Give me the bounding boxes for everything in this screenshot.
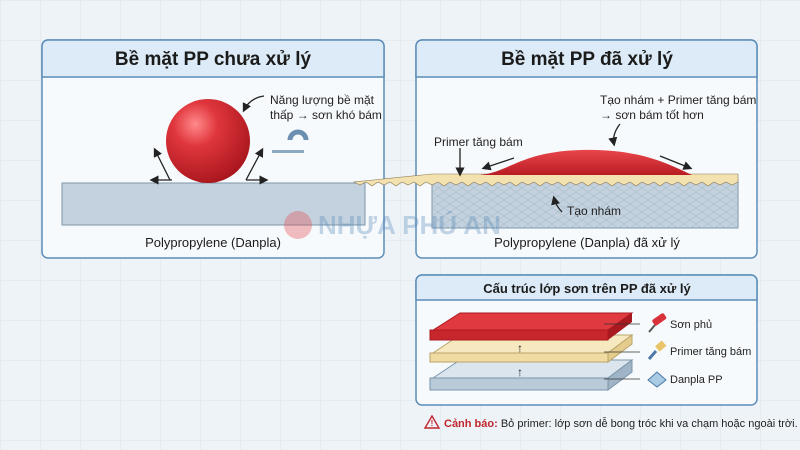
layer-label: Primer tăng bám — [670, 346, 751, 358]
layer-topcoat — [429, 312, 634, 341]
caption: Polypropylene (Danpla) — [145, 235, 281, 250]
svg-text:!: ! — [431, 419, 434, 428]
panel-title: Cấu trúc lớp sơn trên PP đã xử lý — [483, 281, 691, 296]
leader-lines — [604, 323, 640, 380]
caption: Polypropylene (Danpla) đã xử lý — [494, 235, 680, 250]
note-text: Tạo nhám + Primer tăng bám — [600, 93, 756, 107]
note-text: Năng lượng bề mặt — [270, 93, 375, 107]
paint-brush-icon — [647, 340, 667, 360]
panel-title: Bề mặt PP chưa xử lý — [115, 49, 312, 70]
panel-title: Bề mặt PP đã xử lý — [501, 49, 673, 70]
watermark-logo: NHỰA PHÚ AN — [284, 210, 501, 240]
note-text: thấp → sơn khó bám — [270, 108, 382, 122]
up-arrow-icon: ↑ — [517, 341, 523, 355]
primer-layer — [352, 173, 739, 187]
roughen-label: Tạo nhám — [567, 204, 621, 218]
spread-arrows — [455, 123, 693, 213]
panel-treated: Bề mặt PP đã xử lý Primer tăng bám Tạo n… — [352, 39, 758, 259]
paint-droplet — [166, 99, 250, 183]
substrate — [61, 182, 366, 226]
magnet-icon — [272, 129, 309, 153]
note-text: → sơn bám tốt hơn — [600, 108, 704, 122]
sheet-icon — [647, 371, 667, 388]
layer-label: Sơn phủ — [670, 319, 712, 331]
up-arrow-icon: ↑ — [517, 365, 523, 379]
primer-label: Primer tăng bám — [434, 135, 523, 149]
repel-arrows — [149, 95, 269, 185]
warning-note: ! Cảnh báo: Bỏ primer: lớp sơn dễ bong t… — [423, 414, 798, 430]
layer-label: Danpla PP — [670, 374, 723, 386]
paint-roller-icon — [648, 313, 667, 333]
layer-substrate — [429, 359, 634, 391]
panel-layers: Cấu trúc lớp sơn trên PP đã xử lý ↑ ↑ — [415, 274, 758, 406]
panel-untreated: Bề mặt PP chưa xử lý Năng lượng bề mặt t… — [41, 39, 385, 259]
warning-text: Cảnh báo: Bỏ primer: lớp sơn dễ bong tró… — [444, 417, 798, 430]
warning-icon — [423, 414, 441, 429]
watermark-text: NHỰA PHÚ AN — [318, 210, 501, 240]
paint-film — [480, 149, 692, 175]
